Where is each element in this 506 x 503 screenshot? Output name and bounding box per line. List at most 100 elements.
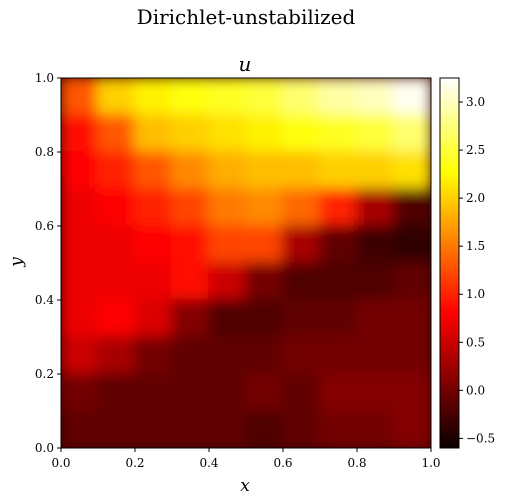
heatmap-cell	[319, 114, 358, 153]
heatmap-cell	[356, 410, 395, 448]
heatmap-cell	[134, 78, 173, 116]
heatmap-cell	[171, 151, 210, 190]
heatmap-cell	[393, 373, 431, 412]
heatmap-cell	[356, 262, 395, 301]
heatmap-cell	[393, 114, 431, 153]
heatmap-cell	[171, 225, 210, 264]
colorbar-gradient	[439, 77, 460, 449]
x-axis-ticks: 0.0 0.2 0.4 0.6 0.8 1.0	[51, 448, 441, 470]
heatmap-cell	[356, 114, 395, 153]
heatmap-cell	[134, 410, 173, 448]
heatmap-cell	[61, 262, 99, 301]
y-axis-ticks: 0.0 0.2 0.4 0.6 0.8 1.0	[35, 71, 61, 455]
heatmap-cell	[61, 78, 99, 116]
heatmap-cell	[134, 299, 173, 338]
heatmap-plot-area	[61, 78, 431, 448]
heatmap-cell	[97, 225, 136, 264]
colorbar-ticks: −0.5 0.0 0.5 1.0 1.5 2.0 2.5 3.0	[459, 95, 495, 445]
heatmap-cell	[393, 225, 431, 264]
heatmap-cell	[97, 114, 136, 153]
heatmap-cell	[282, 151, 321, 190]
heatmap-cell	[134, 151, 173, 190]
heatmap-cell	[208, 225, 247, 264]
heatmap-cell	[393, 151, 431, 190]
heatmap-cell	[282, 299, 321, 338]
heatmap-cell	[171, 114, 210, 153]
heatmap-cell	[97, 188, 136, 227]
heatmap-cell	[282, 410, 321, 448]
y-tick-label: 0.4	[35, 293, 54, 307]
colorbar-tick-label: 1.0	[466, 287, 485, 301]
heatmap-cell	[97, 410, 136, 448]
y-tick-label: 1.0	[35, 71, 54, 85]
heatmap-cell	[208, 336, 247, 375]
heatmap-cell	[393, 78, 431, 116]
heatmap-cell	[245, 299, 284, 338]
heatmap-cell	[208, 262, 247, 301]
heatmap-cell	[208, 188, 247, 227]
colorbar-tick-label: 0.0	[466, 383, 485, 397]
x-axis-label: x	[240, 476, 250, 496]
y-axis-label: y	[7, 257, 27, 268]
heatmap-cell	[97, 299, 136, 338]
heatmap-cell	[245, 225, 284, 264]
heatmap-cells	[61, 78, 431, 448]
heatmap-cell	[61, 299, 99, 338]
heatmap-cell	[61, 410, 99, 448]
heatmap-cell	[171, 78, 210, 116]
heatmap-cell	[319, 299, 358, 338]
heatmap-cell	[356, 336, 395, 375]
heatmap-cell	[245, 336, 284, 375]
heatmap-cell	[245, 188, 284, 227]
heatmap-cell	[245, 262, 284, 301]
heatmap-cell	[319, 225, 358, 264]
heatmap-cell	[319, 188, 358, 227]
heatmap-cell	[393, 299, 431, 338]
heatmap-cell	[208, 299, 247, 338]
heatmap-cell	[208, 373, 247, 412]
heatmap-cell	[61, 225, 99, 264]
heatmap-cell	[208, 410, 247, 448]
x-tick-label: 0.2	[125, 456, 144, 470]
heatmap-cell	[245, 410, 284, 448]
heatmap-cell	[356, 151, 395, 190]
heatmap-cell	[282, 336, 321, 375]
plot-frame	[60, 77, 432, 449]
heatmap-cell	[171, 262, 210, 301]
y-tick-label: 0.6	[35, 219, 54, 233]
heatmap-cell	[171, 373, 210, 412]
heatmap-cell	[171, 336, 210, 375]
colorbar-tick-label: 1.5	[466, 239, 485, 253]
x-tick-label: 0.0	[51, 456, 70, 470]
colorbar-tick-label: −0.5	[466, 431, 495, 445]
colorbar-tick-label: 0.5	[466, 335, 485, 349]
heatmap-cell	[61, 151, 99, 190]
heatmap-cell	[134, 373, 173, 412]
heatmap-cell	[171, 410, 210, 448]
heatmap-cell	[61, 336, 99, 375]
heatmap-cell	[393, 336, 431, 375]
heatmap-cell	[245, 114, 284, 153]
x-tick-label: 0.6	[273, 456, 292, 470]
heatmap-cell	[356, 188, 395, 227]
heatmap-cell	[97, 78, 136, 116]
heatmap-cell	[319, 373, 358, 412]
heatmap-cell	[171, 188, 210, 227]
heatmap-cell	[61, 188, 99, 227]
heatmap-cell	[282, 78, 321, 116]
heatmap-cell	[245, 151, 284, 190]
y-tick-label: 0.0	[35, 441, 54, 455]
x-tick-label: 0.8	[347, 456, 366, 470]
x-tick-label: 0.4	[199, 456, 218, 470]
heatmap-cell	[97, 373, 136, 412]
heatmap-cell	[393, 262, 431, 301]
heatmap-cell	[61, 114, 99, 153]
heatmap-cell	[245, 78, 284, 116]
heatmap-cell	[319, 410, 358, 448]
heatmap-cell	[356, 78, 395, 116]
heatmap-cell	[61, 373, 99, 412]
colorbar-tick-label: 2.5	[466, 143, 485, 157]
heatmap-cell	[393, 188, 431, 227]
y-tick-label: 0.2	[35, 367, 54, 381]
heatmap-cell	[356, 299, 395, 338]
